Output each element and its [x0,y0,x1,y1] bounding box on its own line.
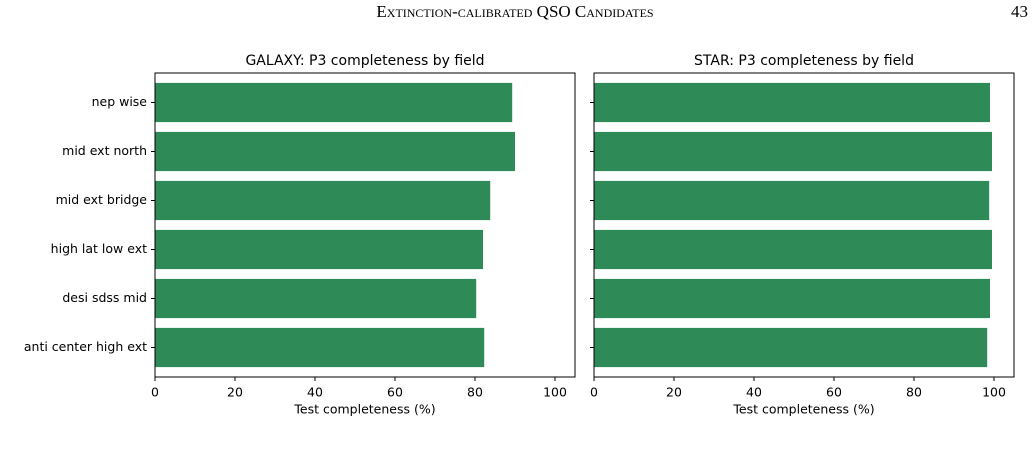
axes-frame [593,72,1015,378]
x-tick-label: 60 [387,385,403,400]
bar [594,82,990,123]
x-tick-label: 100 [982,385,1006,400]
y-tick-label: desi sdss mid [62,290,147,305]
x-tick-label: 60 [826,385,842,400]
chart-title: STAR: P3 completeness by field [694,53,914,69]
y-tick-label: anti center high ext [24,339,147,354]
x-tick-label: 0 [590,385,598,400]
bar [594,131,992,172]
bar [594,229,992,270]
bar [155,327,485,368]
x-tick-label: 40 [307,385,323,400]
bar [155,131,515,172]
bar [155,278,477,319]
y-tick-label: mid ext bridge [56,192,148,207]
x-axis-label: Test completeness (%) [293,402,435,417]
running-header: Extinction-calibrated QSO Candidates [376,2,653,21]
page-number: 43 [1011,2,1028,21]
bar [594,180,990,221]
x-tick-label: 100 [543,385,567,400]
x-axis-label: Test completeness (%) [732,402,874,417]
x-tick-label: 20 [227,385,243,400]
bar [155,82,513,123]
axes-frame [154,72,576,378]
bar [594,278,990,319]
y-tick-label: mid ext north [62,143,147,158]
bar [594,327,988,368]
bar [155,180,491,221]
chart-title: GALAXY: P3 completeness by field [245,53,484,69]
y-tick-label: high lat low ext [51,241,147,256]
x-tick-label: 80 [906,385,922,400]
x-tick-label: 0 [151,385,159,400]
y-tick-label: nep wise [92,94,148,109]
x-tick-label: 40 [746,385,762,400]
bar [155,229,483,270]
x-tick-label: 80 [467,385,483,400]
x-tick-label: 20 [666,385,682,400]
